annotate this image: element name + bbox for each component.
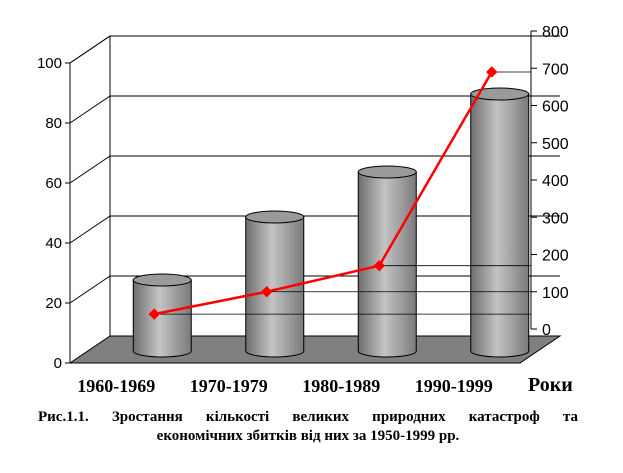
right-axis: 0 100 200 300 400 500 600 700 800 (530, 24, 569, 339)
line-series (148, 66, 531, 320)
gridline-left-slant (69, 155, 111, 184)
bar-series (132, 87, 530, 358)
gridline-left-slant (69, 215, 111, 244)
left-tick-label: 40 (45, 235, 62, 252)
bar-body (470, 93, 530, 358)
caption-line-2: економічних збитків від них за 1950-1999… (156, 428, 460, 444)
gridline-left-slant (69, 95, 111, 124)
right-tick-label: 300 (542, 210, 569, 227)
right-tick-label: 0 (542, 322, 551, 339)
category-label: 1970-1979 (190, 376, 268, 396)
category-label: 1980-1989 (302, 376, 380, 396)
left-tick-label: 80 (45, 115, 62, 132)
bar-top (357, 165, 417, 179)
right-tick-label: 700 (542, 61, 569, 78)
gridline-left-slant (69, 275, 111, 304)
right-tick-label: 400 (542, 173, 569, 190)
chart: 0 20 40 60 80 100 0 100 200 300 400 500 600 700 800 1… (37, 24, 573, 396)
gridline-left-slant (69, 35, 111, 64)
bar-top (470, 87, 530, 101)
chart-floor (68, 335, 562, 364)
bar (132, 273, 192, 358)
x-axis: 1960-1969 1970-1979 1980-1989 1990-1999 (77, 376, 493, 396)
bar-body (357, 171, 417, 358)
x-axis-label: Роки (528, 374, 573, 396)
left-tick-label: 100 (37, 55, 62, 72)
left-tick-label: 0 (54, 355, 62, 372)
caption-line-1: Рис.1.1. Зростання кількості великих при… (38, 409, 578, 425)
series-line (154, 71, 493, 316)
figure-caption: Рис.1.1. Зростання кількості великих при… (38, 408, 578, 446)
bar-top (245, 210, 305, 224)
series-marker (486, 66, 498, 78)
series-marker (373, 259, 385, 272)
bar (357, 165, 417, 358)
floor-plane (68, 335, 562, 364)
right-tick-label: 500 (542, 136, 569, 153)
category-label: 1990-1999 (415, 376, 493, 396)
category-label: 1960-1969 (77, 376, 155, 396)
series-marker (148, 308, 160, 320)
bar-top (132, 273, 192, 287)
right-tick-label: 100 (542, 285, 569, 302)
series-marker (261, 286, 273, 298)
right-tick-label: 800 (542, 24, 569, 41)
right-tick-label: 200 (542, 248, 569, 265)
bar-body (245, 216, 305, 358)
left-axis: 0 20 40 60 80 100 (37, 55, 70, 372)
bar (470, 87, 530, 358)
left-tick-label: 60 (45, 175, 62, 192)
bar (245, 210, 305, 358)
right-tick-label: 600 (542, 99, 569, 116)
left-tick-label: 20 (45, 295, 62, 312)
chart-walls (69, 35, 111, 363)
bar-body (132, 279, 192, 358)
